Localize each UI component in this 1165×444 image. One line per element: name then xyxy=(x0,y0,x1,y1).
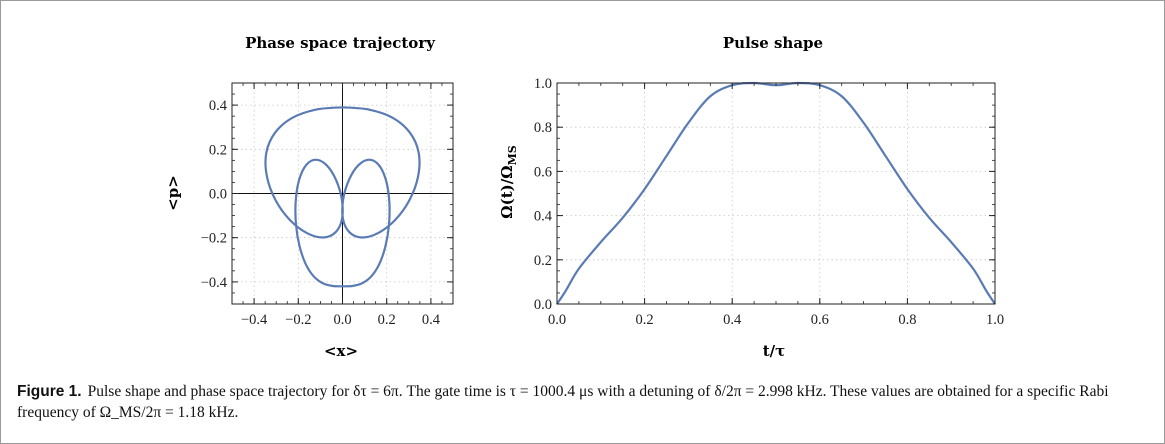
right-ytick-label-1: 0.2 xyxy=(534,253,552,269)
caption-label: Figure 1. xyxy=(17,383,82,400)
right-xtick-label-2: 0.4 xyxy=(723,312,742,328)
right-ytick-label-4: 0.8 xyxy=(534,120,552,136)
left-trajectory-line xyxy=(264,106,421,288)
right-ylabel-sub: MS xyxy=(506,145,519,165)
right-ytick-label-3: 0.6 xyxy=(534,164,552,180)
right-xtick-label-3: 0.6 xyxy=(811,312,829,328)
left-ylabel: <p> xyxy=(164,175,182,211)
right-xtick-label-0: 0.0 xyxy=(548,312,566,328)
right-ticks: 0.0 0.2 0.4 0.6 0.8 1.0 0.0 0.2 0.4 0.6 0.8 1.0 xyxy=(534,76,1004,328)
left-xlabel: <x> xyxy=(324,342,358,360)
left-xtick-label-2: 0.0 xyxy=(333,312,351,328)
left-xtick-label-1: −0.2 xyxy=(285,312,311,328)
right-xtick-label-4: 0.8 xyxy=(898,312,916,328)
left-ytick-label-1: −0.2 xyxy=(201,231,227,247)
right-ytick-label-5: 1.0 xyxy=(534,76,552,92)
right-xtick-label-1: 0.2 xyxy=(636,312,654,328)
right-ylabel: Ω(t)/ΩMS xyxy=(498,145,519,218)
left-plot-area: −0.4 −0.2 0.0 0.2 0.4 −0.4 −0.2 0.0 0.2 0.4 xyxy=(201,82,454,328)
right-plot-area: 0.0 0.2 0.4 0.6 0.8 1.0 0.0 0.2 0.4 0.6 0.8 1.0 xyxy=(534,76,1004,328)
left-ytick-label-4: 0.4 xyxy=(209,98,228,114)
left-origin-axes xyxy=(232,83,453,304)
figure-caption: Figure 1. Pulse shape and phase space tra… xyxy=(17,381,1147,423)
figure-canvas: Phase space trajectory −0.4 −0.2 0.0 0.2 0.4… xyxy=(164,34,1004,360)
left-xtick-label-4: 0.4 xyxy=(422,312,441,328)
left-ytick-label-0: −0.4 xyxy=(201,275,228,291)
left-ytick-label-2: 0.0 xyxy=(209,187,227,203)
caption-text: Pulse shape and phase space trajectory f… xyxy=(17,383,1109,421)
right-ytick-label-0: 0.0 xyxy=(534,297,552,313)
right-chart-title: Pulse shape xyxy=(723,34,823,52)
left-ytick-label-3: 0.2 xyxy=(209,142,227,158)
left-chart-title: Phase space trajectory xyxy=(245,34,436,52)
right-xlabel: t/τ xyxy=(763,342,786,360)
right-grid xyxy=(556,82,996,305)
left-xtick-label-3: 0.2 xyxy=(378,312,396,328)
right-plot-frame xyxy=(556,82,996,305)
right-pulse-line xyxy=(556,81,996,305)
left-ticks: −0.4 −0.2 0.0 0.2 0.4 −0.4 −0.2 0.0 0.2 0.4 xyxy=(201,82,454,328)
right-xtick-label-5: 1.0 xyxy=(986,312,1004,328)
right-ylabel-main: Ω(t)/Ω xyxy=(498,165,516,218)
left-xtick-label-0: −0.4 xyxy=(241,312,268,328)
right-ytick-label-2: 0.4 xyxy=(534,209,553,225)
